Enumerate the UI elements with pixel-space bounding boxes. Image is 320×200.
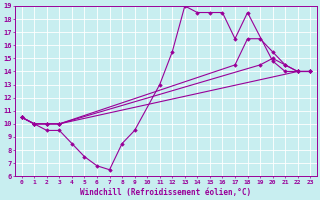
X-axis label: Windchill (Refroidissement éolien,°C): Windchill (Refroidissement éolien,°C)	[80, 188, 252, 197]
